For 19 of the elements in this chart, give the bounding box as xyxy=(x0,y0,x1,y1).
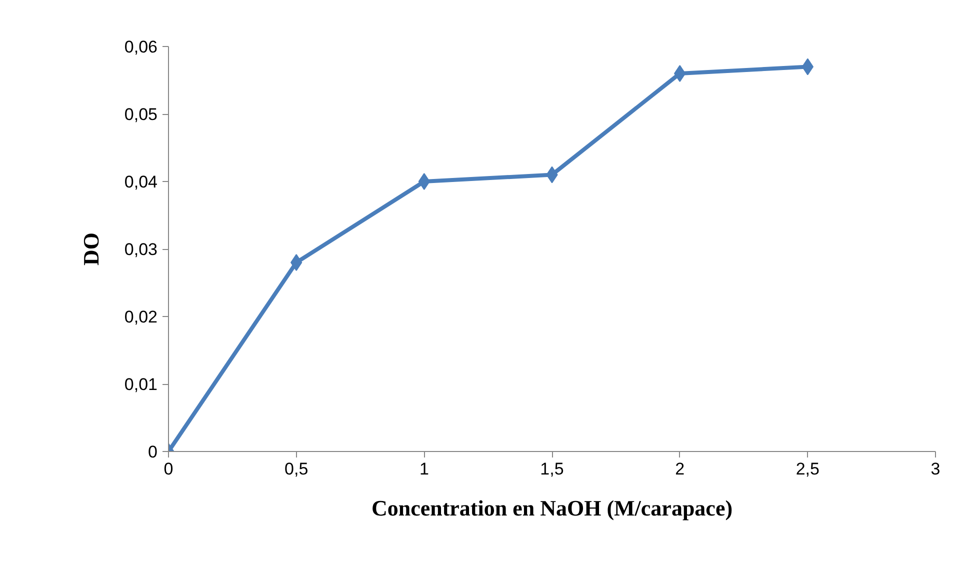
y-tick-label: 0 xyxy=(148,442,158,462)
x-axis-title: Concentration en NaOH (M/carapace) xyxy=(371,496,733,520)
y-tick-label: 0,06 xyxy=(124,38,158,56)
x-tick-label: 1 xyxy=(419,460,429,478)
point xyxy=(674,65,686,82)
x-tick-label: 0,5 xyxy=(284,460,308,478)
x-tick-label: 2,5 xyxy=(796,460,820,478)
x-tick-label: 1,5 xyxy=(540,460,564,478)
y-tick-label: 0,01 xyxy=(124,375,158,394)
y-axis-title: DO xyxy=(78,232,104,266)
y-tick-label: 0,04 xyxy=(124,172,158,192)
x-tick-label: 3 xyxy=(930,460,940,478)
y-tick-label: 0,03 xyxy=(124,240,158,259)
point xyxy=(290,254,302,271)
point xyxy=(418,173,430,190)
x-tick-label: 0 xyxy=(164,460,174,478)
x-tick-label: 2 xyxy=(675,460,685,478)
y-tick-label: 0,05 xyxy=(124,105,158,124)
y-tick-label: 0,02 xyxy=(124,308,158,326)
